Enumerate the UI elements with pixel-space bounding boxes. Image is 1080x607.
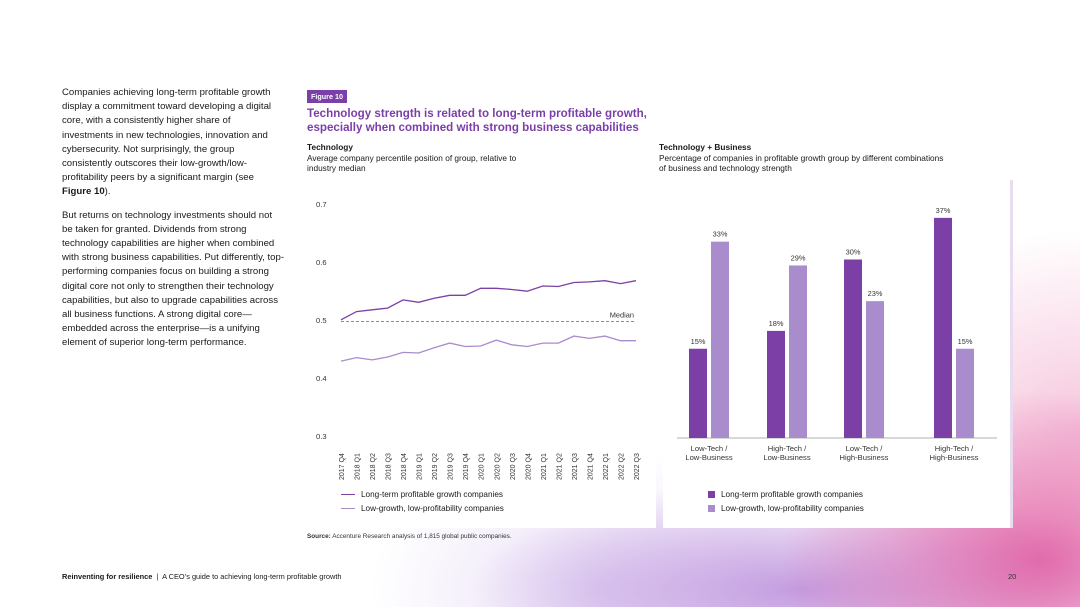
y-tick-label: 0.5	[316, 316, 327, 325]
legend-item-low-growth: Low-growth, low-profitability companies	[708, 504, 864, 513]
page-number: 20	[1008, 572, 1017, 581]
bar-low-growth	[956, 348, 974, 438]
line-chart-panel: 0.7 0.6 0.5 0.4 0.3 Median 2017 Q4 2018 Q1…	[296, 180, 656, 528]
legend-item-low-growth: Low-growth, low-profitability companies	[341, 504, 504, 513]
paragraph-1-tail: ).	[104, 186, 111, 198]
x-tick-label: 2022 Q2	[618, 453, 625, 480]
bar-low-growth	[789, 265, 807, 438]
legend-label: Long-term profitable growth companies	[721, 490, 863, 499]
bar-value-label: 15%	[958, 337, 973, 346]
x-tick-label: 2019 Q2	[432, 453, 439, 480]
x-tick-label: 2021 Q1	[541, 453, 548, 480]
bar-chart: 15%33%Low-Tech /Low-Business18%29%High-T…	[677, 206, 997, 462]
bar-value-label: 23%	[868, 289, 883, 298]
x-tick-label: 2020 Q3	[510, 453, 517, 480]
category-label: High-Business	[840, 453, 889, 462]
body-text: Companies achieving long-term profitable…	[62, 86, 284, 360]
tech-business-chart-heading: Technology + Business Percentage of comp…	[659, 142, 949, 174]
tech-business-chart-title: Technology + Business	[659, 142, 752, 152]
bar-low-growth	[866, 301, 884, 438]
bar-value-label: 30%	[846, 248, 861, 257]
category-label: High-Business	[930, 453, 979, 462]
x-tick-label: 2018 Q4	[401, 453, 408, 480]
legend-label: Low-growth, low-profitability companies	[721, 504, 864, 513]
source-text: Accenture Research analysis of 1,815 glo…	[330, 533, 512, 540]
x-tick-label: 2019 Q1	[417, 453, 424, 480]
legend-line-swatch	[341, 494, 355, 495]
bar-growth	[844, 259, 862, 438]
bar-chart-panel: 15% 33% Low-Tech / Low-Business 18% 29% High-T…	[663, 180, 1013, 528]
bar-value-label: 37%	[936, 206, 951, 215]
figure-title: Technology strength is related to long-t…	[307, 107, 647, 134]
x-tick-label: 2021 Q2	[556, 453, 563, 480]
bar-growth	[689, 348, 707, 438]
legend-line-swatch	[341, 508, 355, 509]
category-label: Low-Tech /	[691, 444, 729, 453]
x-tick-label: 2021 Q3	[572, 453, 579, 480]
bar-growth	[934, 217, 952, 438]
technology-chart-title: Technology	[307, 142, 353, 152]
bar-value-label: 18%	[769, 319, 784, 328]
legend-item-growth: Long-term profitable growth companies	[341, 490, 503, 499]
x-tick-label: 2018 Q3	[386, 453, 393, 480]
x-tick-label: 2019 Q4	[463, 453, 470, 480]
legend-square-swatch	[708, 491, 715, 498]
bar-low-growth	[711, 241, 729, 438]
legend-item-growth: Long-term profitable growth companies	[708, 490, 863, 499]
x-tick-label: 2019 Q3	[448, 453, 455, 480]
bar-value-label: 33%	[713, 230, 728, 239]
x-tick-label: 2020 Q1	[479, 453, 486, 480]
x-tick-label: 2020 Q2	[494, 453, 501, 480]
tech-business-chart-subtitle: Percentage of companies in profitable gr…	[659, 152, 944, 174]
line-chart: Median 2017 Q4 2018 Q1 2018 Q2 2018 Q3 2018 Q…	[339, 280, 641, 480]
category-label: High-Tech /	[768, 444, 807, 453]
y-tick-label: 0.4	[316, 374, 327, 383]
figure-badge: Figure 10	[307, 90, 347, 103]
body-paragraph-2: But returns on technology investments sh…	[62, 209, 285, 349]
x-tick-label: 2022 Q3	[634, 453, 641, 480]
footer-report-title: Reinventing for resilience	[62, 572, 153, 581]
y-tick-label: 0.3	[316, 432, 327, 441]
bar-value-label: 15%	[691, 337, 706, 346]
x-tick-label: 2020 Q4	[525, 453, 532, 480]
x-tick-label: 2021 Q4	[587, 453, 594, 480]
body-paragraph-1: Companies achieving long-term profitable…	[62, 86, 284, 200]
source-label: Source:	[307, 533, 331, 540]
legend-square-swatch	[708, 505, 715, 512]
legend-label: Long-term profitable growth companies	[361, 490, 503, 499]
footer-separator: |	[152, 572, 163, 581]
technology-chart-subtitle: Average company percentile position of g…	[307, 152, 517, 174]
series-line-growth	[340, 280, 637, 321]
paragraph-1-text: Companies achieving long-term profitable…	[62, 87, 272, 184]
median-label: Median	[610, 311, 634, 320]
technology-chart-heading: Technology Average company percentile po…	[307, 142, 547, 174]
y-tick-label: 0.7	[316, 200, 327, 209]
series-line-low-growth	[340, 335, 636, 362]
category-label: High-Tech /	[935, 444, 974, 453]
category-label: Low-Business	[685, 453, 732, 462]
legend-label: Low-growth, low-profitability companies	[361, 504, 504, 513]
figure-source: Source: Accenture Research analysis of 1…	[307, 533, 512, 540]
x-tick-label: 2018 Q1	[355, 453, 362, 480]
category-label: Low-Business	[763, 453, 810, 462]
figure-reference: Figure 10	[62, 186, 105, 198]
footer-subtitle: A CEO’s guide to achieving long-term pro…	[162, 572, 342, 581]
page-footer: Reinventing for resilience | A CEO’s gui…	[62, 572, 341, 581]
y-tick-label: 0.6	[316, 258, 327, 267]
x-tick-label: 2017 Q4	[339, 453, 346, 480]
bar-value-label: 29%	[791, 253, 806, 262]
bar-growth	[767, 330, 785, 438]
category-label: Low-Tech /	[846, 444, 884, 453]
x-tick-label: 2018 Q2	[370, 453, 377, 480]
x-tick-label: 2022 Q1	[603, 453, 610, 480]
